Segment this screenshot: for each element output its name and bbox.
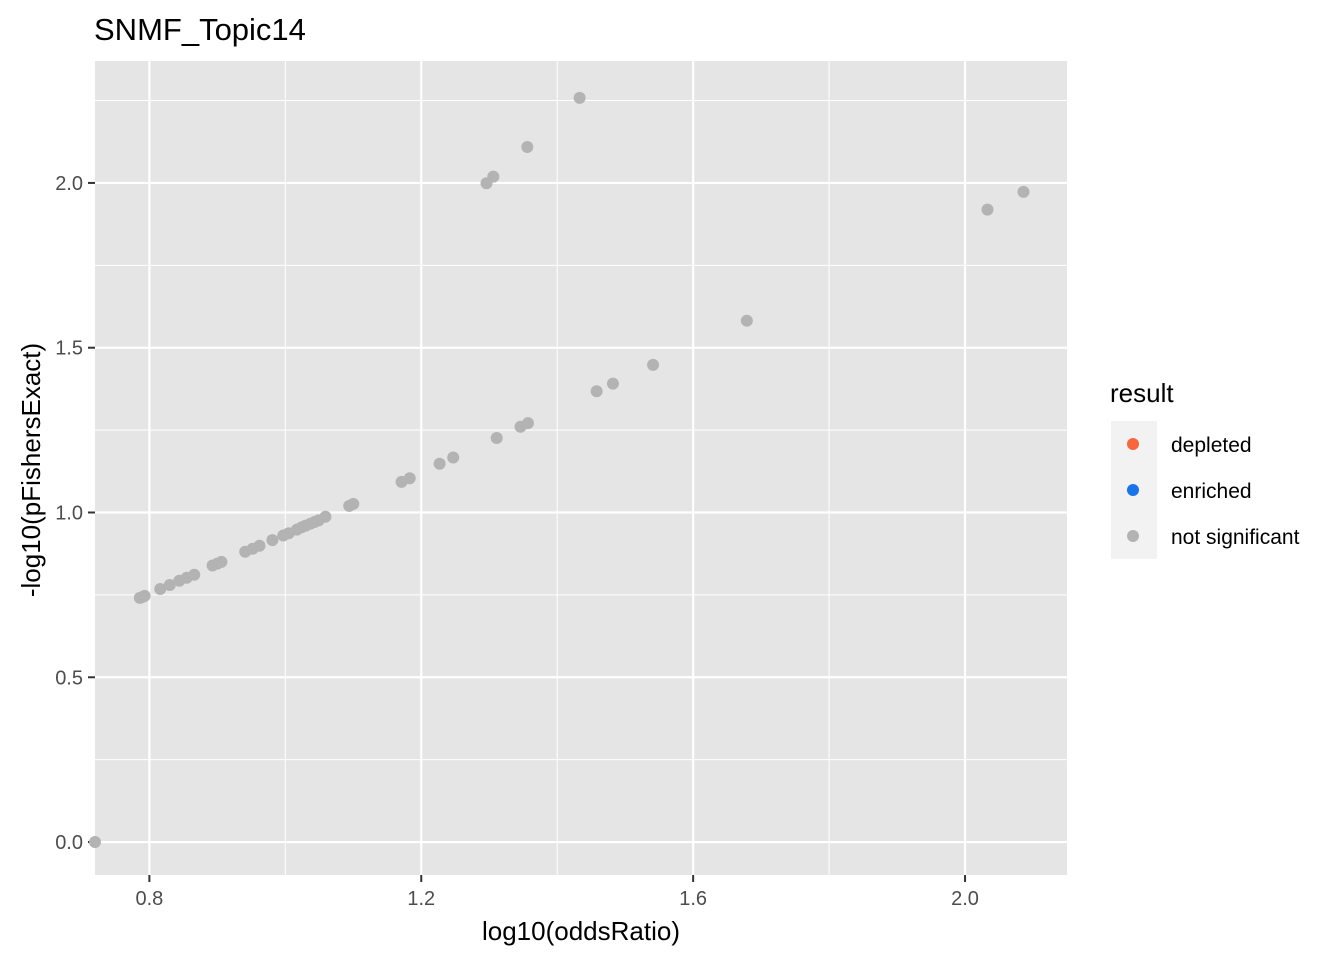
y-tick-label: 1.5 [55, 338, 83, 360]
legend-key-enriched [1127, 484, 1139, 496]
y-tick-label: 2.0 [55, 173, 83, 195]
x-axis-title: log10(oddsRatio) [482, 916, 680, 946]
data-point [573, 91, 586, 104]
data-point [215, 555, 228, 568]
data-point [647, 358, 660, 371]
data-point [487, 170, 500, 183]
data-point [188, 568, 201, 581]
chart-title: SNMF_Topic14 [94, 12, 306, 47]
legend-label: enriched [1171, 480, 1252, 503]
y-tick-label: 0.0 [55, 832, 83, 854]
data-point [1017, 185, 1030, 198]
data-point [266, 534, 279, 547]
y-axis-title: -log10(pFishersExact) [16, 343, 46, 597]
data-point [89, 836, 101, 849]
data-point [490, 432, 503, 445]
axis-ticks: 0.8 1.2 1.6 2.0 0.0 0.5 1.0 1.5 2.0 [55, 173, 979, 910]
legend-key-depleted [1127, 438, 1139, 450]
data-point [521, 141, 534, 154]
x-tick-label: 1.2 [407, 888, 435, 910]
y-tick-label: 1.0 [55, 502, 83, 524]
plot-panel [95, 61, 1067, 875]
data-point [433, 457, 446, 470]
data-point [319, 510, 332, 523]
data-point [163, 578, 176, 591]
x-tick-label: 1.6 [679, 888, 707, 910]
y-tick-label: 0.5 [55, 667, 83, 689]
x-tick-label: 0.8 [135, 888, 163, 910]
data-point [521, 417, 534, 430]
legend-title: result [1110, 378, 1174, 408]
data-point [740, 314, 753, 327]
data-point [347, 497, 360, 510]
data-point [590, 385, 603, 398]
x-tick-label: 2.0 [951, 888, 979, 910]
data-point [138, 589, 151, 602]
data-point [606, 377, 619, 390]
data-points [89, 91, 1030, 849]
data-point [981, 203, 994, 216]
data-point [403, 472, 416, 485]
legend-label: not significant [1171, 526, 1300, 549]
data-point [154, 582, 167, 595]
legend-label: depleted [1171, 434, 1252, 457]
legend: result depleted enriched not significant [1110, 378, 1300, 559]
minor-gridlines [95, 61, 1067, 875]
data-point [253, 539, 266, 552]
major-gridlines [95, 61, 1067, 875]
legend-key-not-significant [1127, 530, 1139, 542]
data-point [447, 451, 460, 464]
